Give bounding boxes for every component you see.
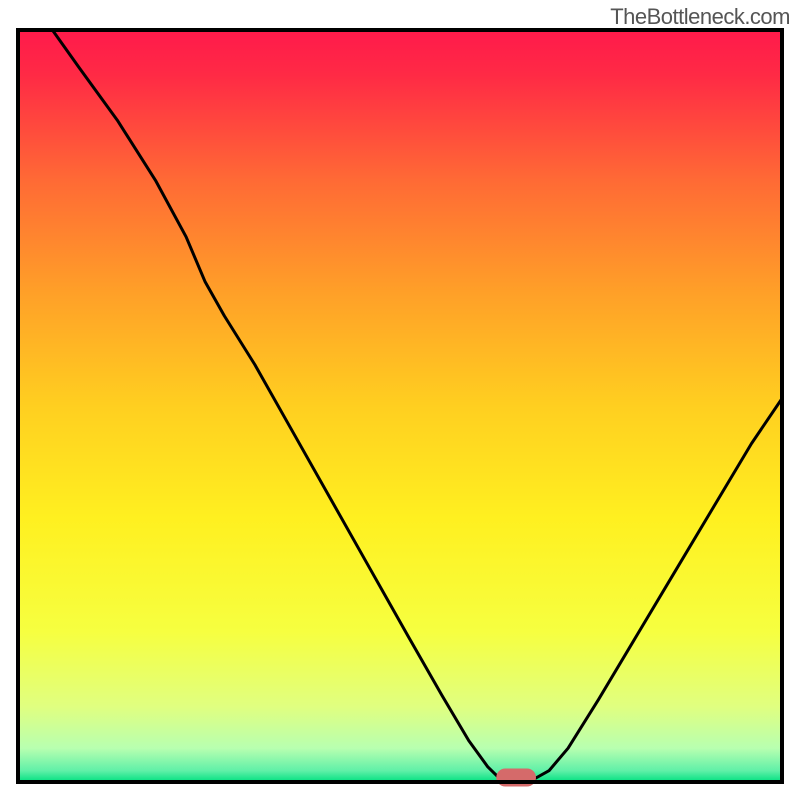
bottleneck-chart — [0, 0, 800, 800]
watermark-text: TheBottleneck.com — [610, 4, 790, 30]
